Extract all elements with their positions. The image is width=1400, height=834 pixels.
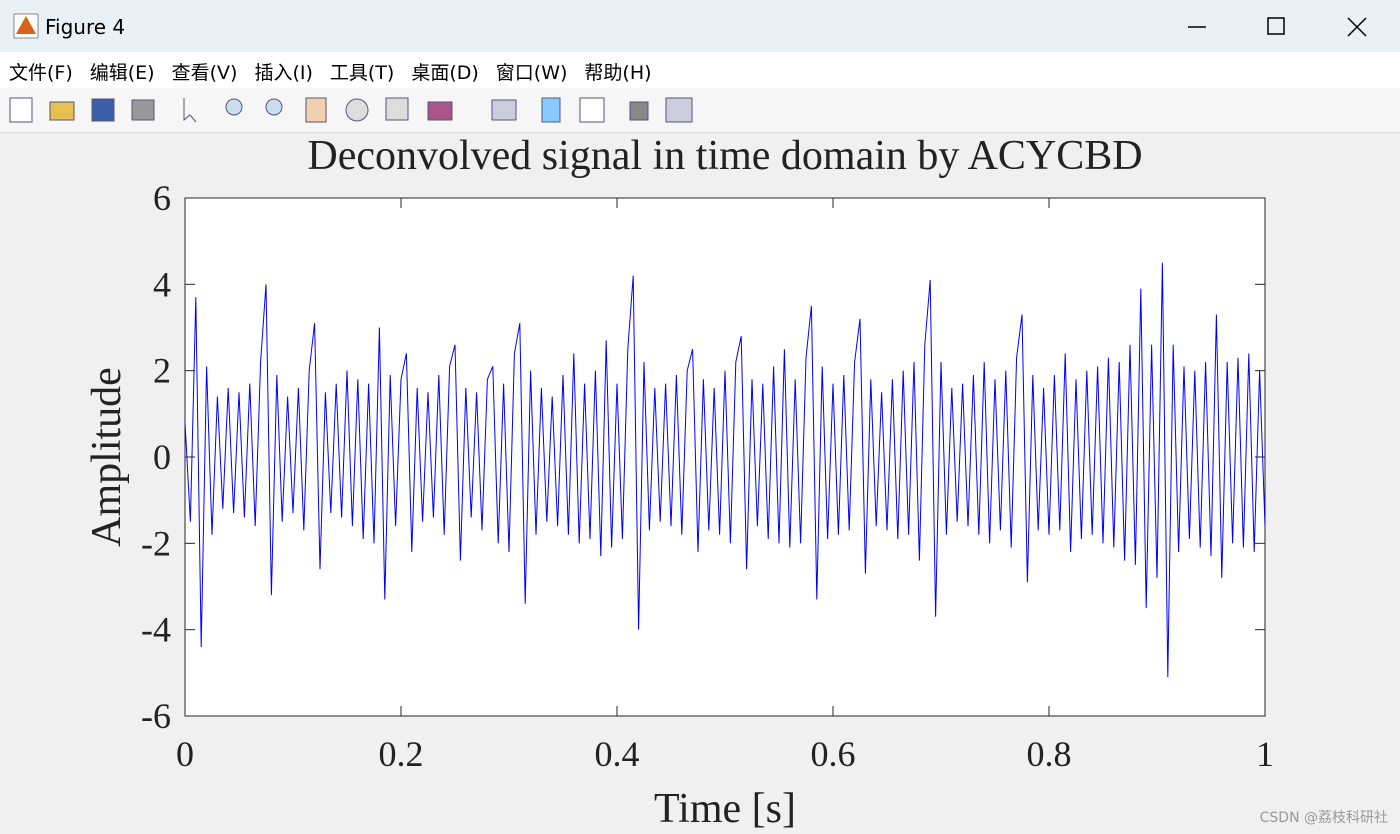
menu-item[interactable]: 编辑(E) (89, 62, 155, 84)
toolbar (0, 88, 1400, 133)
menu-item[interactable]: 文件(F) (9, 62, 73, 84)
title-bar: Figure 4 (0, 0, 1400, 52)
close[interactable] (1347, 17, 1367, 37)
y-tick-label: 4 (153, 264, 171, 304)
title-bar-graphics: Figure 4 (13, 13, 1367, 39)
app-logo (16, 16, 36, 34)
y-tick-label: 2 (153, 351, 171, 391)
menu-item[interactable]: 工具(T) (329, 62, 395, 84)
x-tick-label: 0.2 (379, 734, 424, 774)
window-title: Figure 4 (45, 15, 125, 39)
axes-box (184, 197, 1266, 717)
x-tick-label: 0.8 (1027, 734, 1072, 774)
x-tick-label: 0.6 (811, 734, 856, 774)
signal-line (184, 262, 1266, 678)
toolbar-icons (9, 97, 693, 123)
x-tick-label: 0 (176, 734, 194, 774)
maximize[interactable] (1267, 17, 1285, 35)
chart-title: Deconvolved signal in time domain by ACY… (307, 133, 1142, 179)
menu-bar: 文件(F) 编辑(E) 查看(V) 插入(I) 工具(T) 桌面(D) 窗口(W) 帮助(H) (0, 52, 1400, 88)
x-axis-label: Time [s] (654, 786, 796, 832)
menu-item[interactable]: 窗口(W) (495, 62, 568, 84)
menu-item[interactable]: 桌面(D) (411, 62, 479, 84)
menu-item[interactable]: 查看(V) (171, 62, 238, 84)
y-axis-label: Amplitude (84, 367, 130, 547)
x-tick-label: 1 (1256, 734, 1274, 774)
menu-item[interactable]: 插入(I) (254, 62, 313, 84)
figure: Deconvolved signal in time domain by ACY… (84, 133, 1388, 832)
tool-icons[interactable] (9, 97, 693, 123)
y-tick-label: 0 (153, 437, 171, 477)
watermark: CSDN @荔枝科研社 (1260, 810, 1388, 826)
y-tick-label: -4 (141, 610, 171, 650)
y-tick-label: -2 (141, 523, 171, 563)
x-tick-label: 0.4 (595, 734, 640, 774)
y-tick-label: 6 (153, 178, 171, 218)
menu-item[interactable]: 帮助(H) (584, 62, 652, 84)
y-tick-label: -6 (141, 696, 171, 736)
